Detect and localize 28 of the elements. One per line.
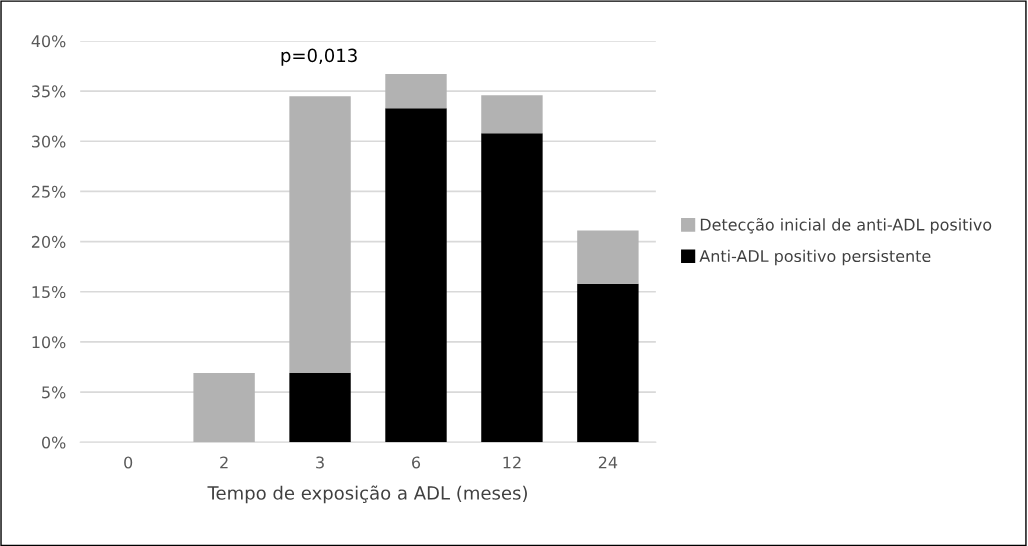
y-tick-label: 20% bbox=[31, 235, 66, 248]
x-tick-label: 0 bbox=[124, 456, 133, 469]
x-tick-label: 3 bbox=[316, 456, 324, 469]
x-tick-label: 6 bbox=[412, 456, 421, 469]
x-tick-label: 2 bbox=[220, 456, 228, 469]
y-tick-label: 15% bbox=[32, 285, 66, 299]
y-tick-label: 10% bbox=[32, 336, 66, 349]
y-tick-label: 25% bbox=[31, 185, 66, 198]
x-axis-title: Tempo de exposição a ADL (meses) bbox=[207, 485, 527, 504]
bar bbox=[385, 108, 447, 443]
x-tick-label: 24 bbox=[598, 456, 618, 469]
bar bbox=[577, 283, 639, 443]
bar bbox=[289, 373, 351, 443]
y-tick-label: 30% bbox=[32, 135, 66, 148]
y-tick-label: 0% bbox=[42, 436, 66, 449]
bar bbox=[481, 133, 543, 443]
y-tick-label: 35% bbox=[32, 85, 66, 98]
legend-label: Anti-ADL positivo persistente bbox=[699, 249, 931, 266]
bar bbox=[385, 74, 447, 109]
y-tick-label: 5% bbox=[42, 386, 66, 399]
annotation: p=0,013 bbox=[281, 48, 357, 66]
bar bbox=[193, 373, 255, 443]
x-tick-label: 12 bbox=[503, 456, 521, 469]
legend-label: Detecção inicial de anti-ADL positivo bbox=[700, 218, 992, 234]
bar bbox=[289, 96, 351, 374]
bar bbox=[577, 230, 639, 284]
bar bbox=[481, 95, 543, 134]
y-tick-label: 40% bbox=[31, 35, 66, 48]
